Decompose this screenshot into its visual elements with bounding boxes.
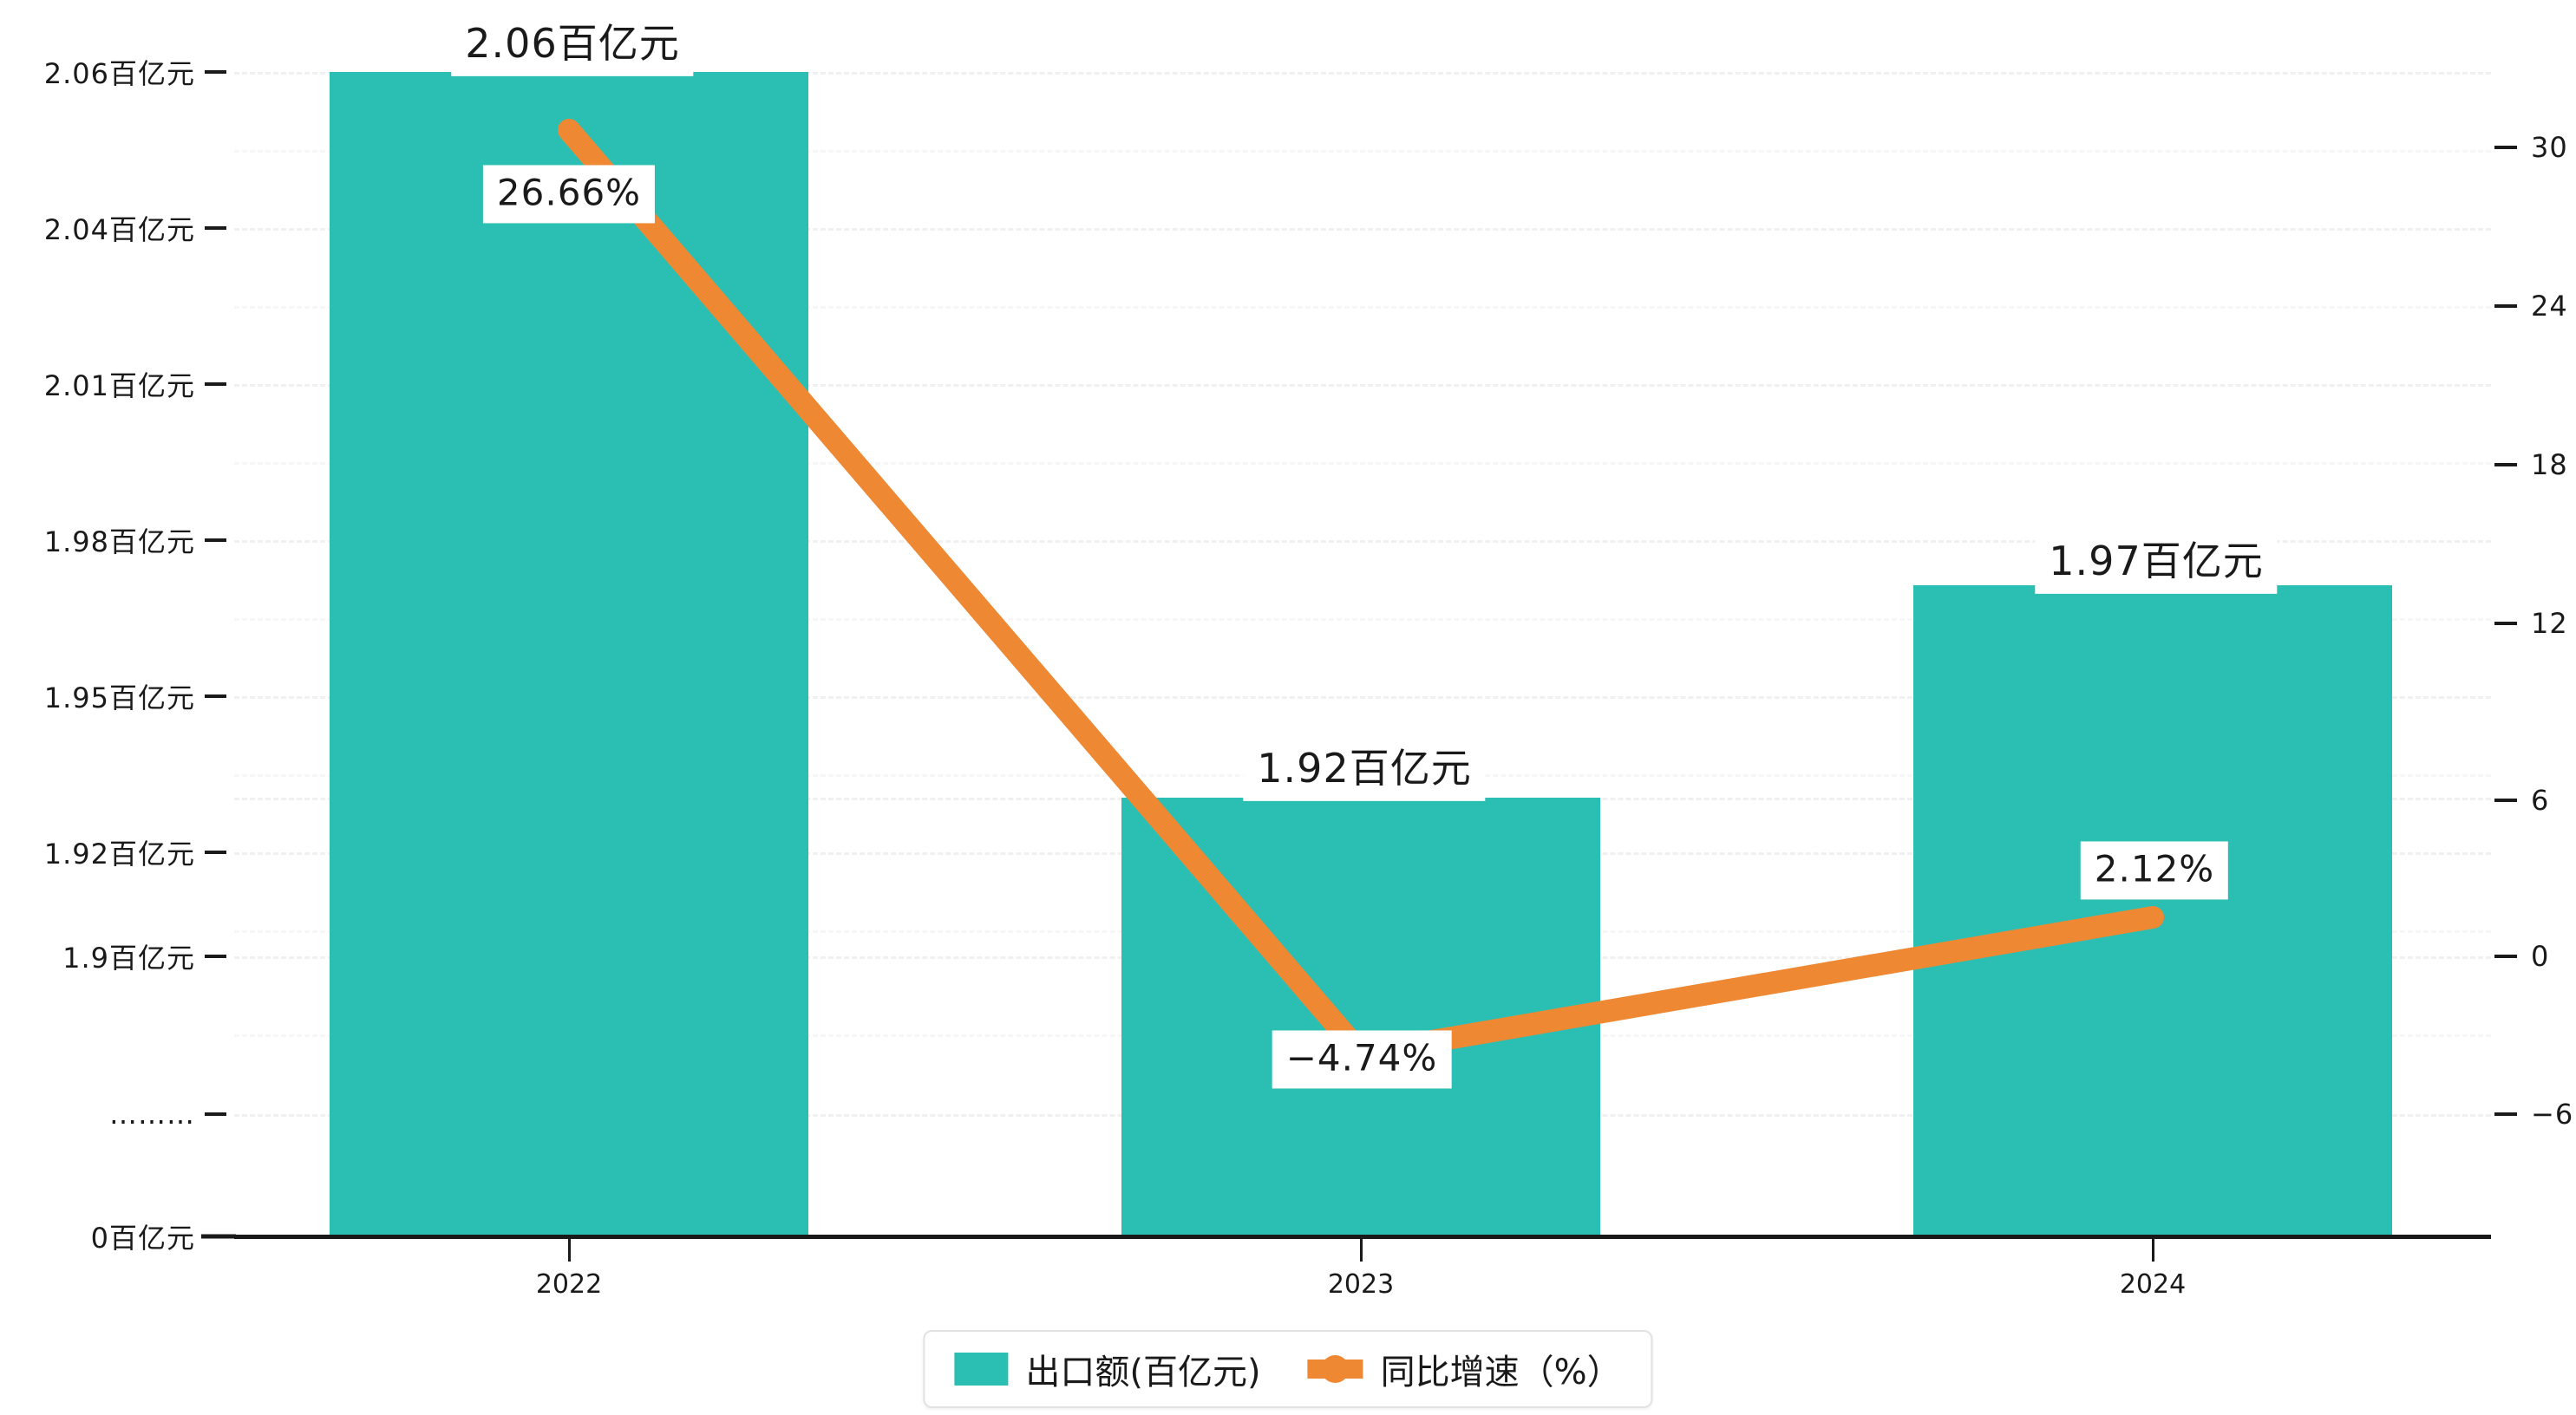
- gridline-major: [234, 696, 2491, 699]
- gridline-minor: [234, 462, 2491, 465]
- legend-item-growth-rate[interactable]: 同比增速（%）: [1307, 1344, 1622, 1394]
- growth-line-path: [558, 119, 2164, 1065]
- y-right-tick-label: −6: [2531, 1098, 2574, 1131]
- gridline-major: [234, 228, 2491, 231]
- y-left-tick-mark: [205, 694, 226, 698]
- y-right-tick-label: 18: [2531, 448, 2568, 481]
- y-left-tick-mark: [205, 538, 226, 542]
- x-tick-label-2023: 2023: [1327, 1269, 1395, 1300]
- line-marker-dot: [1321, 1355, 1350, 1383]
- y-right-tick-label: 0: [2531, 940, 2550, 973]
- x-tick-mark-2022: [568, 1239, 571, 1262]
- y-left-tick-label: 1.95百亿元: [43, 681, 195, 714]
- y-right-tick-mark: [2494, 463, 2517, 466]
- x-tick-mark-2023: [1360, 1239, 1363, 1262]
- gridline-minor: [234, 306, 2491, 309]
- line-value-label-2024: 2.12%: [2080, 841, 2229, 900]
- y-left-tick-mark: [205, 382, 226, 386]
- y-right-tick-mark: [2494, 799, 2517, 802]
- y-left-tick-label: 0百亿元: [90, 1222, 195, 1255]
- y-right-tick-mark: [2494, 622, 2517, 625]
- y-left-tick-label: 1.98百亿元: [43, 525, 195, 558]
- x-tick-label-2022: 2022: [535, 1269, 603, 1300]
- chart-legend: 出口额(百亿元) 同比增速（%）: [923, 1330, 1653, 1408]
- y-right-tick-mark: [2494, 304, 2517, 308]
- y-left-tick-mark: [205, 955, 226, 958]
- gridline-minor: [234, 618, 2491, 621]
- gridline-major: [234, 540, 2491, 543]
- y-axis-break-label: ………: [109, 1098, 195, 1131]
- bar-value-label-2024: 1.97百亿元: [2035, 531, 2278, 595]
- bar-swatch-icon: [954, 1353, 1009, 1386]
- bar-value-label-2023: 1.92百亿元: [1243, 738, 1486, 802]
- gridline-major: [234, 384, 2491, 387]
- y-left-tick-label: 2.01百亿元: [43, 369, 195, 402]
- x-tick-mark-2024: [2152, 1239, 2154, 1262]
- x-tick-label-2024: 2024: [2119, 1269, 2187, 1300]
- y-left-tick-mark: [205, 70, 226, 74]
- y-right-tick-label: 24: [2531, 290, 2568, 323]
- bar-2022[interactable]: [330, 72, 808, 1236]
- y-right-tick-label: 12: [2531, 607, 2568, 640]
- gridline-major: [234, 72, 2491, 75]
- line-value-label-2022: 26.66%: [482, 165, 656, 224]
- y-left-tick-label: 1.9百亿元: [62, 942, 195, 975]
- gridline-minor: [234, 150, 2491, 153]
- y-left-tick-label: 1.92百亿元: [43, 838, 195, 871]
- legend-label-growth-rate: 同比增速（%）: [1380, 1353, 1622, 1392]
- line-value-label-2023: −4.74%: [1272, 1030, 1452, 1089]
- plot-area: [234, 52, 2491, 1236]
- legend-label-export-amount: 出口额(百亿元): [1025, 1353, 1261, 1392]
- y-left-tick-label: 2.04百亿元: [43, 213, 195, 246]
- y-left-tick-mark: [201, 1234, 236, 1239]
- legend-item-export-amount[interactable]: 出口额(百亿元): [954, 1344, 1261, 1394]
- x-axis-line: [234, 1235, 2491, 1239]
- y-right-tick-mark: [2494, 1112, 2517, 1116]
- bar-value-label-2022: 2.06百亿元: [451, 13, 694, 77]
- y-right-tick-mark: [2494, 955, 2517, 958]
- y-left-tick-mark: [205, 851, 226, 854]
- y-left-tick-mark: [205, 226, 226, 230]
- line-marker-icon: [1307, 1353, 1363, 1386]
- y-right-tick-label: 30: [2531, 131, 2568, 164]
- y-left-tick-label: 2.06百亿元: [43, 57, 195, 90]
- y-right-tick-label: 6: [2531, 784, 2550, 817]
- y-left-tick-mark: [205, 1112, 226, 1116]
- y-right-tick-mark: [2494, 146, 2517, 149]
